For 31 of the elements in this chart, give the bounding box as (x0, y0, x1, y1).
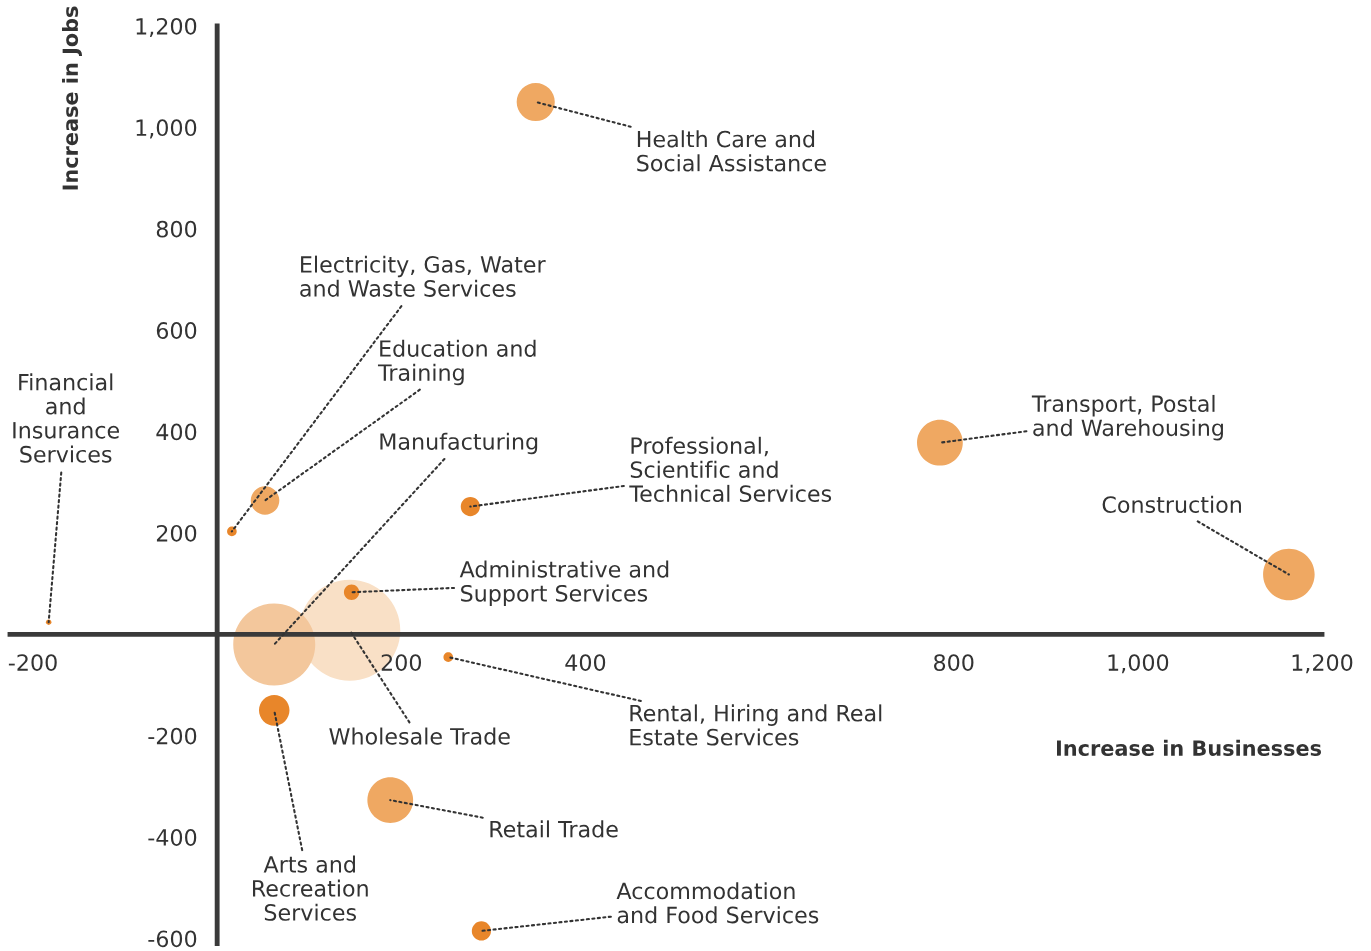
y-tick-label: 800 (156, 220, 197, 238)
x-tick-label: 1,200 (1292, 654, 1353, 674)
y-tick-label: -600 (148, 930, 197, 948)
annotation: Construction (1102, 495, 1241, 513)
y-tick-label: 1,000 (136, 119, 197, 139)
y-tick-label: -400 (148, 829, 197, 846)
y-tick-label: 600 (156, 322, 197, 339)
x-tick-label: 800 (934, 654, 974, 671)
annotation: Arts and Recreation Services (253, 855, 368, 921)
annotation: Electricity, Gas, Water and Waste Services (300, 255, 546, 297)
annotation: Rental, Hiring and Real Estate Services (630, 704, 882, 746)
y-axis-title: Increase in Jobs (62, 6, 82, 190)
annotation: Transport, Postal and Warehousing (1031, 394, 1223, 441)
annotation: Manufacturing (380, 432, 538, 455)
x-tick-label: 400 (565, 654, 606, 671)
x-tick-label: 200 (381, 654, 422, 671)
x-axis-title: Increase in Businesses (1056, 739, 1322, 756)
y-tick-label: 400 (156, 423, 197, 441)
annotation: Administrative and Support Services (459, 560, 669, 607)
annotation: Professional, Scientific and Technical Services (629, 436, 832, 503)
annotation: Financial and Insurance Services (13, 373, 119, 463)
annotation: Health Care and Social Assistance (637, 130, 826, 172)
annotation: Accommodation and Food Services (616, 882, 819, 924)
annotation: Retail Trade (490, 820, 618, 838)
y-tick-label: -200 (148, 727, 197, 745)
x-tick-label: -200 (8, 654, 57, 671)
y-tick-label: 200 (156, 524, 197, 542)
annotation: Wholesale Trade (329, 727, 510, 745)
annotation: Education and Training (377, 339, 536, 386)
x-tick-label: 1,000 (1108, 654, 1169, 674)
y-tick-label: 1,200 (136, 17, 197, 37)
